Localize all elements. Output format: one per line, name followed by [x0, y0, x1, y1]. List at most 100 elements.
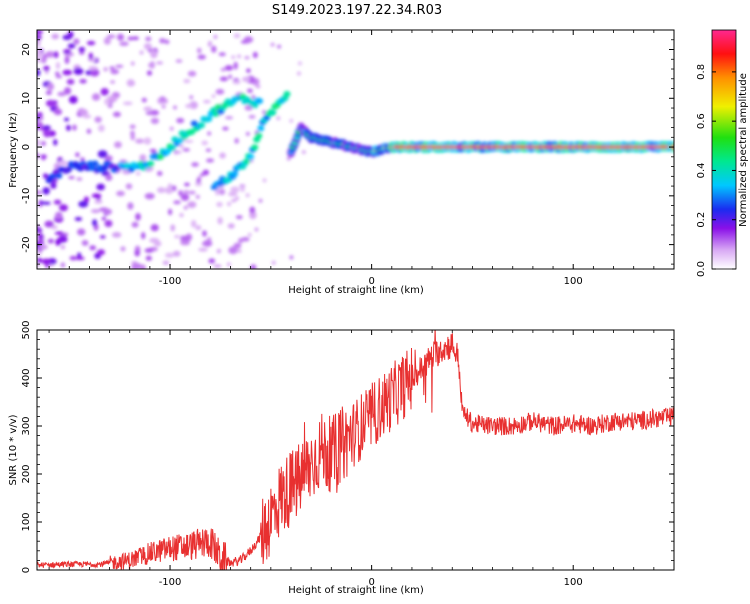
heatmap-cell [243, 158, 251, 165]
heatmap-cell [54, 231, 64, 235]
heatmap-cell [122, 101, 133, 106]
heatmap-cell [162, 260, 170, 265]
heatmap-cell [37, 34, 43, 40]
heatmap-cell [156, 153, 164, 160]
heatmap-cell [205, 148, 212, 152]
heatmap-cell [180, 193, 190, 201]
heatmap-cell [148, 62, 156, 69]
heatmap-cell [42, 187, 50, 195]
colorbar-tick-label: 0.2 [696, 212, 707, 228]
colorbar-label: Normalized spectral amplitude [738, 73, 749, 227]
heatmap-cell [64, 56, 70, 65]
heatmap-cell [219, 76, 229, 82]
heatmap-cell [269, 109, 277, 116]
heatmap-cell [110, 69, 120, 75]
heatmap-cell [79, 78, 87, 84]
snr-series-line [37, 330, 674, 570]
heatmap-cell [145, 36, 152, 42]
heatmap-cell [146, 70, 153, 76]
heatmap-cell [180, 235, 185, 242]
heatmap-cell [256, 98, 264, 105]
heatmap-cell [57, 91, 67, 97]
spectrogram-y-tick-label: 20 [21, 43, 32, 56]
heatmap-cell [182, 148, 191, 152]
heatmap-cell [67, 31, 74, 39]
heatmap-cell [250, 264, 257, 269]
heatmap-cell [286, 156, 291, 161]
heatmap-cell [233, 33, 241, 39]
spectrogram-x-tick-label: 0 [368, 276, 374, 287]
heatmap-cell [246, 68, 251, 73]
heatmap-cell [173, 150, 178, 155]
heatmap-cell [97, 249, 106, 256]
heatmap-cell [129, 124, 136, 129]
snr-y-tick-label: 300 [21, 416, 32, 435]
heatmap-cell [201, 140, 208, 146]
heatmap-cell [72, 124, 77, 131]
snr-y-tick-label: 400 [21, 368, 32, 387]
colorbar-tick-label: 0.6 [696, 113, 707, 129]
heatmap-cell [227, 201, 232, 207]
heatmap-cell [37, 190, 43, 195]
heatmap-cell [663, 145, 669, 149]
heatmap-cell [42, 125, 51, 130]
heatmap-cell [37, 233, 44, 241]
heatmap-cell [88, 52, 94, 60]
heatmap-cell [245, 131, 250, 136]
heatmap-cell [134, 249, 140, 257]
heatmap-cell [289, 118, 294, 123]
heatmap-cell [153, 240, 162, 247]
heatmap-cell [185, 104, 193, 109]
spectrogram-heatmap [37, 30, 674, 269]
heatmap-cell [249, 211, 257, 220]
heatmap-cell [167, 208, 173, 216]
heatmap-cell [167, 183, 172, 191]
heatmap-cell [228, 74, 233, 79]
heatmap-cell [199, 173, 205, 177]
heatmap-cell [37, 228, 43, 233]
heatmap-cell [150, 50, 158, 59]
heatmap-cell [141, 97, 147, 103]
heatmap-cell [218, 52, 226, 57]
heatmap-cell [236, 249, 242, 253]
heatmap-cell [156, 61, 164, 65]
heatmap-cell [89, 68, 100, 77]
heatmap-cell [164, 148, 172, 155]
heatmap-cell [240, 185, 245, 192]
heatmap-cell [113, 141, 122, 149]
heatmap-cell [130, 61, 135, 66]
snr-y-tick-label: 0 [21, 567, 32, 573]
heatmap-cell [43, 129, 52, 138]
heatmap-cell [164, 252, 175, 258]
snr-y-tick-label: 200 [21, 464, 32, 483]
heatmap-cell [51, 179, 58, 183]
heatmap-cell [218, 188, 226, 195]
heatmap-cell [175, 59, 183, 63]
heatmap-cell [231, 55, 236, 60]
heatmap-cell [65, 124, 71, 131]
heatmap-cell [37, 250, 42, 256]
heatmap-cell [37, 57, 42, 63]
colorbar: 0.0 0.2 0.4 0.6 0.8 Normalized spectral ampl… [696, 29, 749, 277]
heatmap-cell [248, 114, 256, 119]
heatmap-cell [203, 99, 211, 104]
heatmap-cell [105, 174, 113, 181]
heatmap-cell [244, 55, 250, 60]
heatmap-cell [67, 43, 76, 49]
heatmap-cell [94, 116, 102, 123]
heatmap-cell [249, 78, 256, 83]
heatmap-cell [194, 181, 203, 187]
heatmap-cell [77, 252, 82, 258]
heatmap-cell [75, 256, 85, 260]
heatmap-cell [53, 51, 59, 59]
heatmap-cell [112, 111, 121, 118]
heatmap-cell [135, 213, 141, 221]
heatmap-cell [202, 230, 207, 237]
colorbar-ticks: 0.0 0.2 0.4 0.6 0.8 [696, 64, 736, 277]
heatmap-cell [41, 140, 46, 146]
heatmap-cell [97, 124, 105, 132]
heatmap-cell [139, 154, 147, 162]
